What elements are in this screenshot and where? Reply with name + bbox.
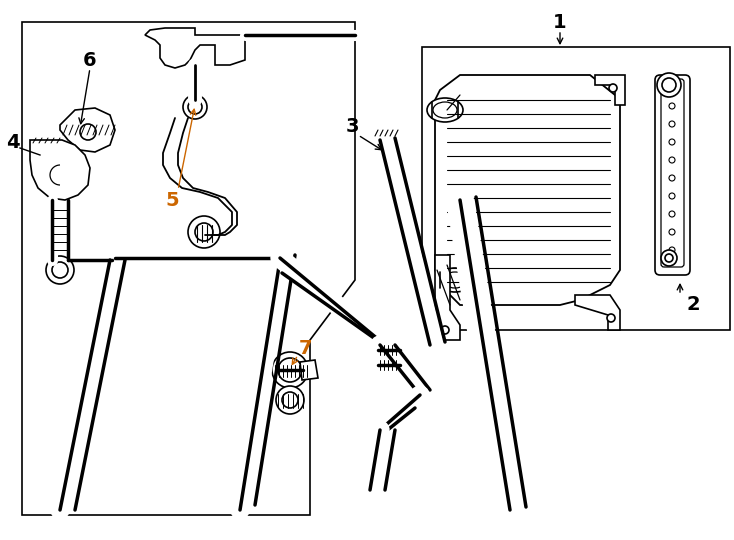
Circle shape (80, 124, 96, 140)
Text: 1: 1 (553, 12, 567, 31)
Text: 2: 2 (686, 295, 700, 314)
Text: 4: 4 (6, 132, 20, 152)
Circle shape (183, 95, 207, 119)
Polygon shape (575, 295, 620, 330)
Circle shape (278, 358, 302, 382)
Polygon shape (22, 22, 355, 515)
Ellipse shape (427, 98, 463, 122)
Circle shape (52, 262, 68, 278)
Circle shape (669, 175, 675, 181)
Circle shape (441, 326, 449, 334)
Circle shape (195, 223, 213, 241)
Polygon shape (60, 108, 115, 152)
Ellipse shape (378, 129, 392, 147)
Text: 7: 7 (298, 339, 312, 357)
Ellipse shape (437, 268, 473, 292)
Circle shape (669, 211, 675, 217)
Circle shape (669, 157, 675, 163)
Circle shape (609, 84, 617, 92)
Circle shape (669, 103, 675, 109)
Circle shape (669, 229, 675, 235)
FancyBboxPatch shape (655, 75, 690, 275)
Circle shape (657, 73, 681, 97)
Text: 5: 5 (165, 191, 179, 210)
Circle shape (669, 121, 675, 127)
Polygon shape (435, 255, 460, 340)
Polygon shape (435, 75, 620, 305)
Circle shape (665, 254, 673, 262)
Polygon shape (30, 140, 90, 200)
Circle shape (661, 250, 677, 266)
Circle shape (669, 85, 675, 91)
Circle shape (188, 216, 220, 248)
Ellipse shape (443, 272, 467, 288)
Polygon shape (595, 75, 625, 105)
Circle shape (669, 247, 675, 253)
Circle shape (276, 386, 304, 414)
Circle shape (188, 100, 202, 114)
Bar (422, 47, 730, 330)
Circle shape (282, 392, 298, 408)
Text: 3: 3 (345, 118, 359, 137)
Text: 6: 6 (83, 51, 97, 70)
FancyBboxPatch shape (661, 79, 684, 267)
Circle shape (669, 193, 675, 199)
Polygon shape (300, 360, 318, 380)
Circle shape (46, 256, 74, 284)
Polygon shape (145, 28, 245, 68)
Ellipse shape (433, 102, 457, 118)
Circle shape (272, 352, 308, 388)
Circle shape (607, 314, 615, 322)
Circle shape (662, 78, 676, 92)
Circle shape (669, 139, 675, 145)
